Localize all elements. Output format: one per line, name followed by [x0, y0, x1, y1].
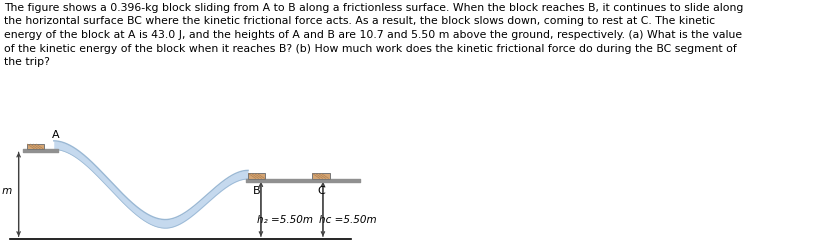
- FancyBboxPatch shape: [26, 143, 45, 149]
- Text: A: A: [51, 130, 60, 140]
- FancyBboxPatch shape: [313, 173, 329, 179]
- Text: The figure shows a 0.396-kg block sliding from A to B along a frictionless surfa: The figure shows a 0.396-kg block slidin…: [4, 3, 743, 67]
- Text: C: C: [317, 186, 325, 196]
- FancyBboxPatch shape: [248, 173, 265, 179]
- Text: hₐ =10.7 m: hₐ =10.7 m: [0, 186, 12, 196]
- Text: hᴄ =5.50m: hᴄ =5.50m: [319, 215, 376, 225]
- Text: h₂ =5.50m: h₂ =5.50m: [256, 215, 313, 225]
- Text: B: B: [253, 186, 261, 196]
